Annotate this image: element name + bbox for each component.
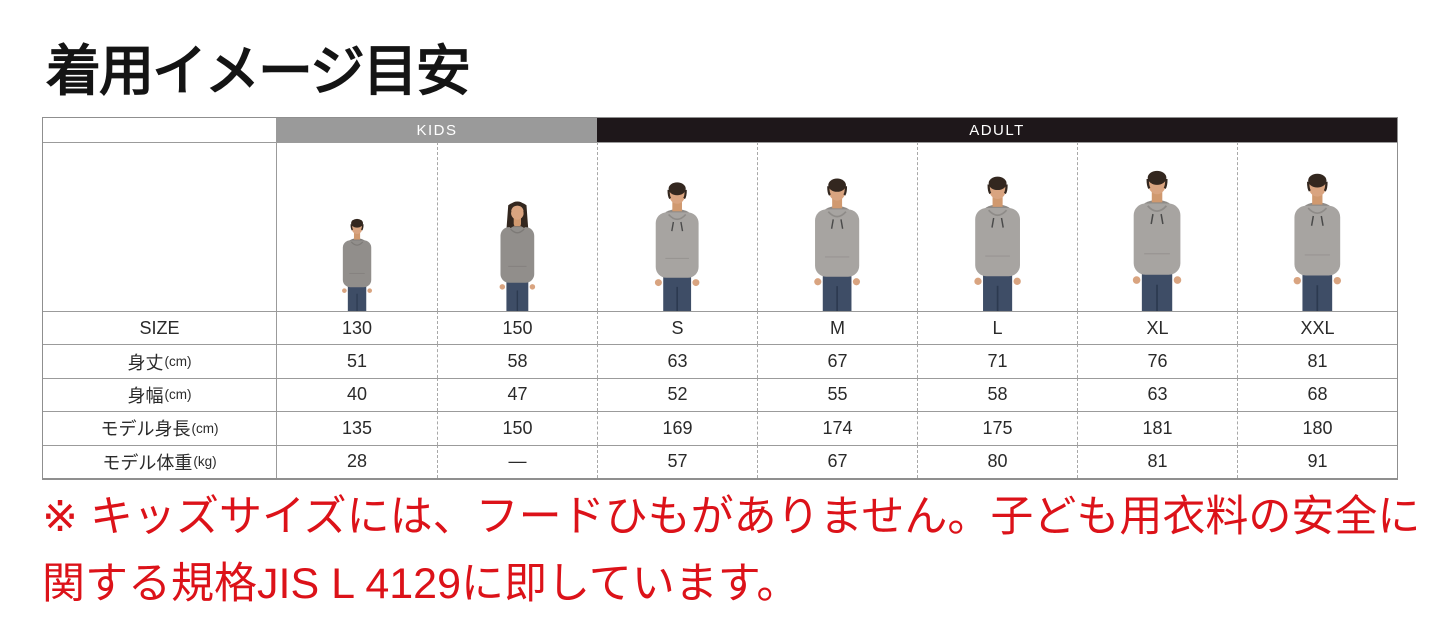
row-label-text: 身幅 (127, 385, 164, 406)
row-header-body-length: 身丈 (cm) (43, 344, 277, 378)
body-length-row: 身丈 (cm) 51 58 63 67 71 76 81 (43, 344, 1397, 378)
page-title: 着用イメージ目安 (46, 40, 471, 102)
kids-group-header: KIDS (277, 118, 597, 142)
model-height-row: モデル身長 (cm) 135 150 169 174 175 181 180 (43, 411, 1397, 445)
row-label-unit: (cm) (191, 420, 219, 436)
row-label-unit: (kg) (193, 454, 217, 470)
model-photo-kids-130 (277, 142, 437, 311)
adult-group-header: ADULT (597, 118, 1397, 142)
body-width-value: 52 (597, 377, 757, 412)
model-height-value: 169 (597, 411, 757, 445)
size-value: L (917, 311, 1077, 345)
row-header-body-width: 身幅 (cm) (43, 377, 277, 412)
size-value: 150 (437, 311, 597, 345)
body-length-value: 81 (1237, 344, 1397, 378)
body-width-value: 68 (1237, 377, 1397, 412)
row-label-unit: (cm) (164, 354, 192, 370)
model-height-value: 150 (437, 411, 597, 445)
model-photo-row (43, 142, 1397, 311)
model-weight-value: 81 (1077, 444, 1237, 478)
photo-row-label-cell (43, 142, 277, 311)
row-header-model-weight: モデル体重 (kg) (43, 444, 277, 478)
size-row: SIZE 130 150 S M L XL XXL (43, 311, 1397, 345)
body-length-value: 58 (437, 344, 597, 378)
model-weight-value: — (437, 444, 597, 478)
model-weight-value: 57 (597, 444, 757, 478)
row-header-size: SIZE (43, 311, 277, 345)
model-weight-value: 91 (1237, 444, 1397, 478)
kid-model-figure-icon (498, 200, 537, 311)
adult-model-figure-icon (654, 181, 701, 311)
model-weight-value: 67 (757, 444, 917, 478)
body-length-value: 51 (277, 344, 437, 378)
size-value: M (757, 311, 917, 345)
body-width-value: 58 (917, 377, 1077, 412)
row-header-model-height: モデル身長 (cm) (43, 411, 277, 445)
model-weight-value: 28 (277, 444, 437, 478)
body-length-value: 63 (597, 344, 757, 378)
model-photo-adult-xl (1077, 142, 1237, 311)
adult-model-figure-icon (1132, 169, 1183, 311)
model-photo-kids-150 (437, 142, 597, 311)
body-width-value: 63 (1077, 377, 1237, 412)
row-label-text: 身丈 (127, 352, 164, 373)
model-photo-adult-m (757, 142, 917, 311)
body-length-value: 71 (917, 344, 1077, 378)
adult-model-figure-icon (973, 175, 1022, 311)
group-header-row: KIDS ADULT (43, 118, 1397, 142)
size-value: S (597, 311, 757, 345)
adult-model-figure-icon (1292, 172, 1343, 311)
kid-model-figure-icon (341, 218, 373, 311)
model-height-value: 135 (277, 411, 437, 445)
model-photo-adult-xxl (1237, 142, 1397, 311)
adult-model-figure-icon (813, 177, 862, 311)
table-corner-cell (43, 118, 277, 142)
size-value: 130 (277, 311, 437, 345)
model-photo-adult-s (597, 142, 757, 311)
row-label-text: SIZE (139, 317, 180, 338)
body-length-value: 67 (757, 344, 917, 378)
row-label-unit: (cm) (164, 387, 192, 403)
row-label-text: モデル身長 (100, 419, 191, 440)
model-weight-value: 80 (917, 444, 1077, 478)
body-width-value: 47 (437, 377, 597, 412)
model-height-value: 175 (917, 411, 1077, 445)
size-chart-table: KIDS ADULT SIZE 130 150 S M (42, 117, 1398, 480)
model-height-value: 180 (1237, 411, 1397, 445)
body-length-value: 76 (1077, 344, 1237, 378)
kids-safety-footnote: ※ キッズサイズには、フードひもがありません。子ども用衣料の安全に関する規格JI… (42, 493, 1421, 608)
model-weight-row: モデル体重 (kg) 28 — 57 67 80 81 91 (43, 444, 1397, 478)
body-width-value: 40 (277, 377, 437, 412)
size-value: XXL (1237, 311, 1397, 345)
model-height-value: 181 (1077, 411, 1237, 445)
body-width-value: 55 (757, 377, 917, 412)
model-height-value: 174 (757, 411, 917, 445)
body-width-row: 身幅 (cm) 40 47 52 55 58 63 68 (43, 377, 1397, 412)
model-photo-adult-l (917, 142, 1077, 311)
row-label-text: モデル体重 (102, 452, 193, 473)
size-value: XL (1077, 311, 1237, 345)
